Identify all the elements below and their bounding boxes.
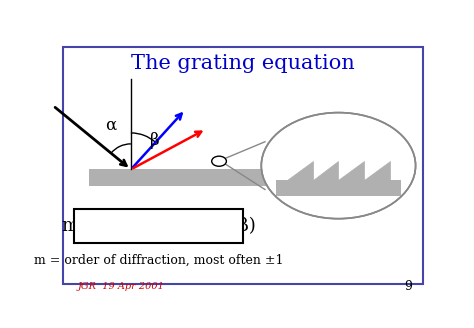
Circle shape — [261, 113, 416, 219]
Polygon shape — [338, 161, 364, 179]
Circle shape — [212, 156, 227, 166]
Bar — [89, 170, 280, 186]
Polygon shape — [364, 161, 390, 179]
Polygon shape — [287, 161, 313, 179]
Text: α: α — [105, 117, 116, 134]
Text: JGR  19 Apr 2001: JGR 19 Apr 2001 — [78, 282, 164, 291]
Text: a: a — [321, 136, 330, 150]
Bar — [276, 179, 401, 196]
Text: β: β — [150, 132, 160, 149]
Text: The grating equation: The grating equation — [131, 54, 355, 73]
Text: 9: 9 — [404, 280, 412, 293]
Bar — [74, 209, 243, 243]
Text: m = order of diffraction, most often ±1: m = order of diffraction, most often ±1 — [34, 254, 283, 267]
Text: mλ = a(sin α + sin β): mλ = a(sin α + sin β) — [62, 216, 255, 235]
Polygon shape — [313, 161, 338, 179]
